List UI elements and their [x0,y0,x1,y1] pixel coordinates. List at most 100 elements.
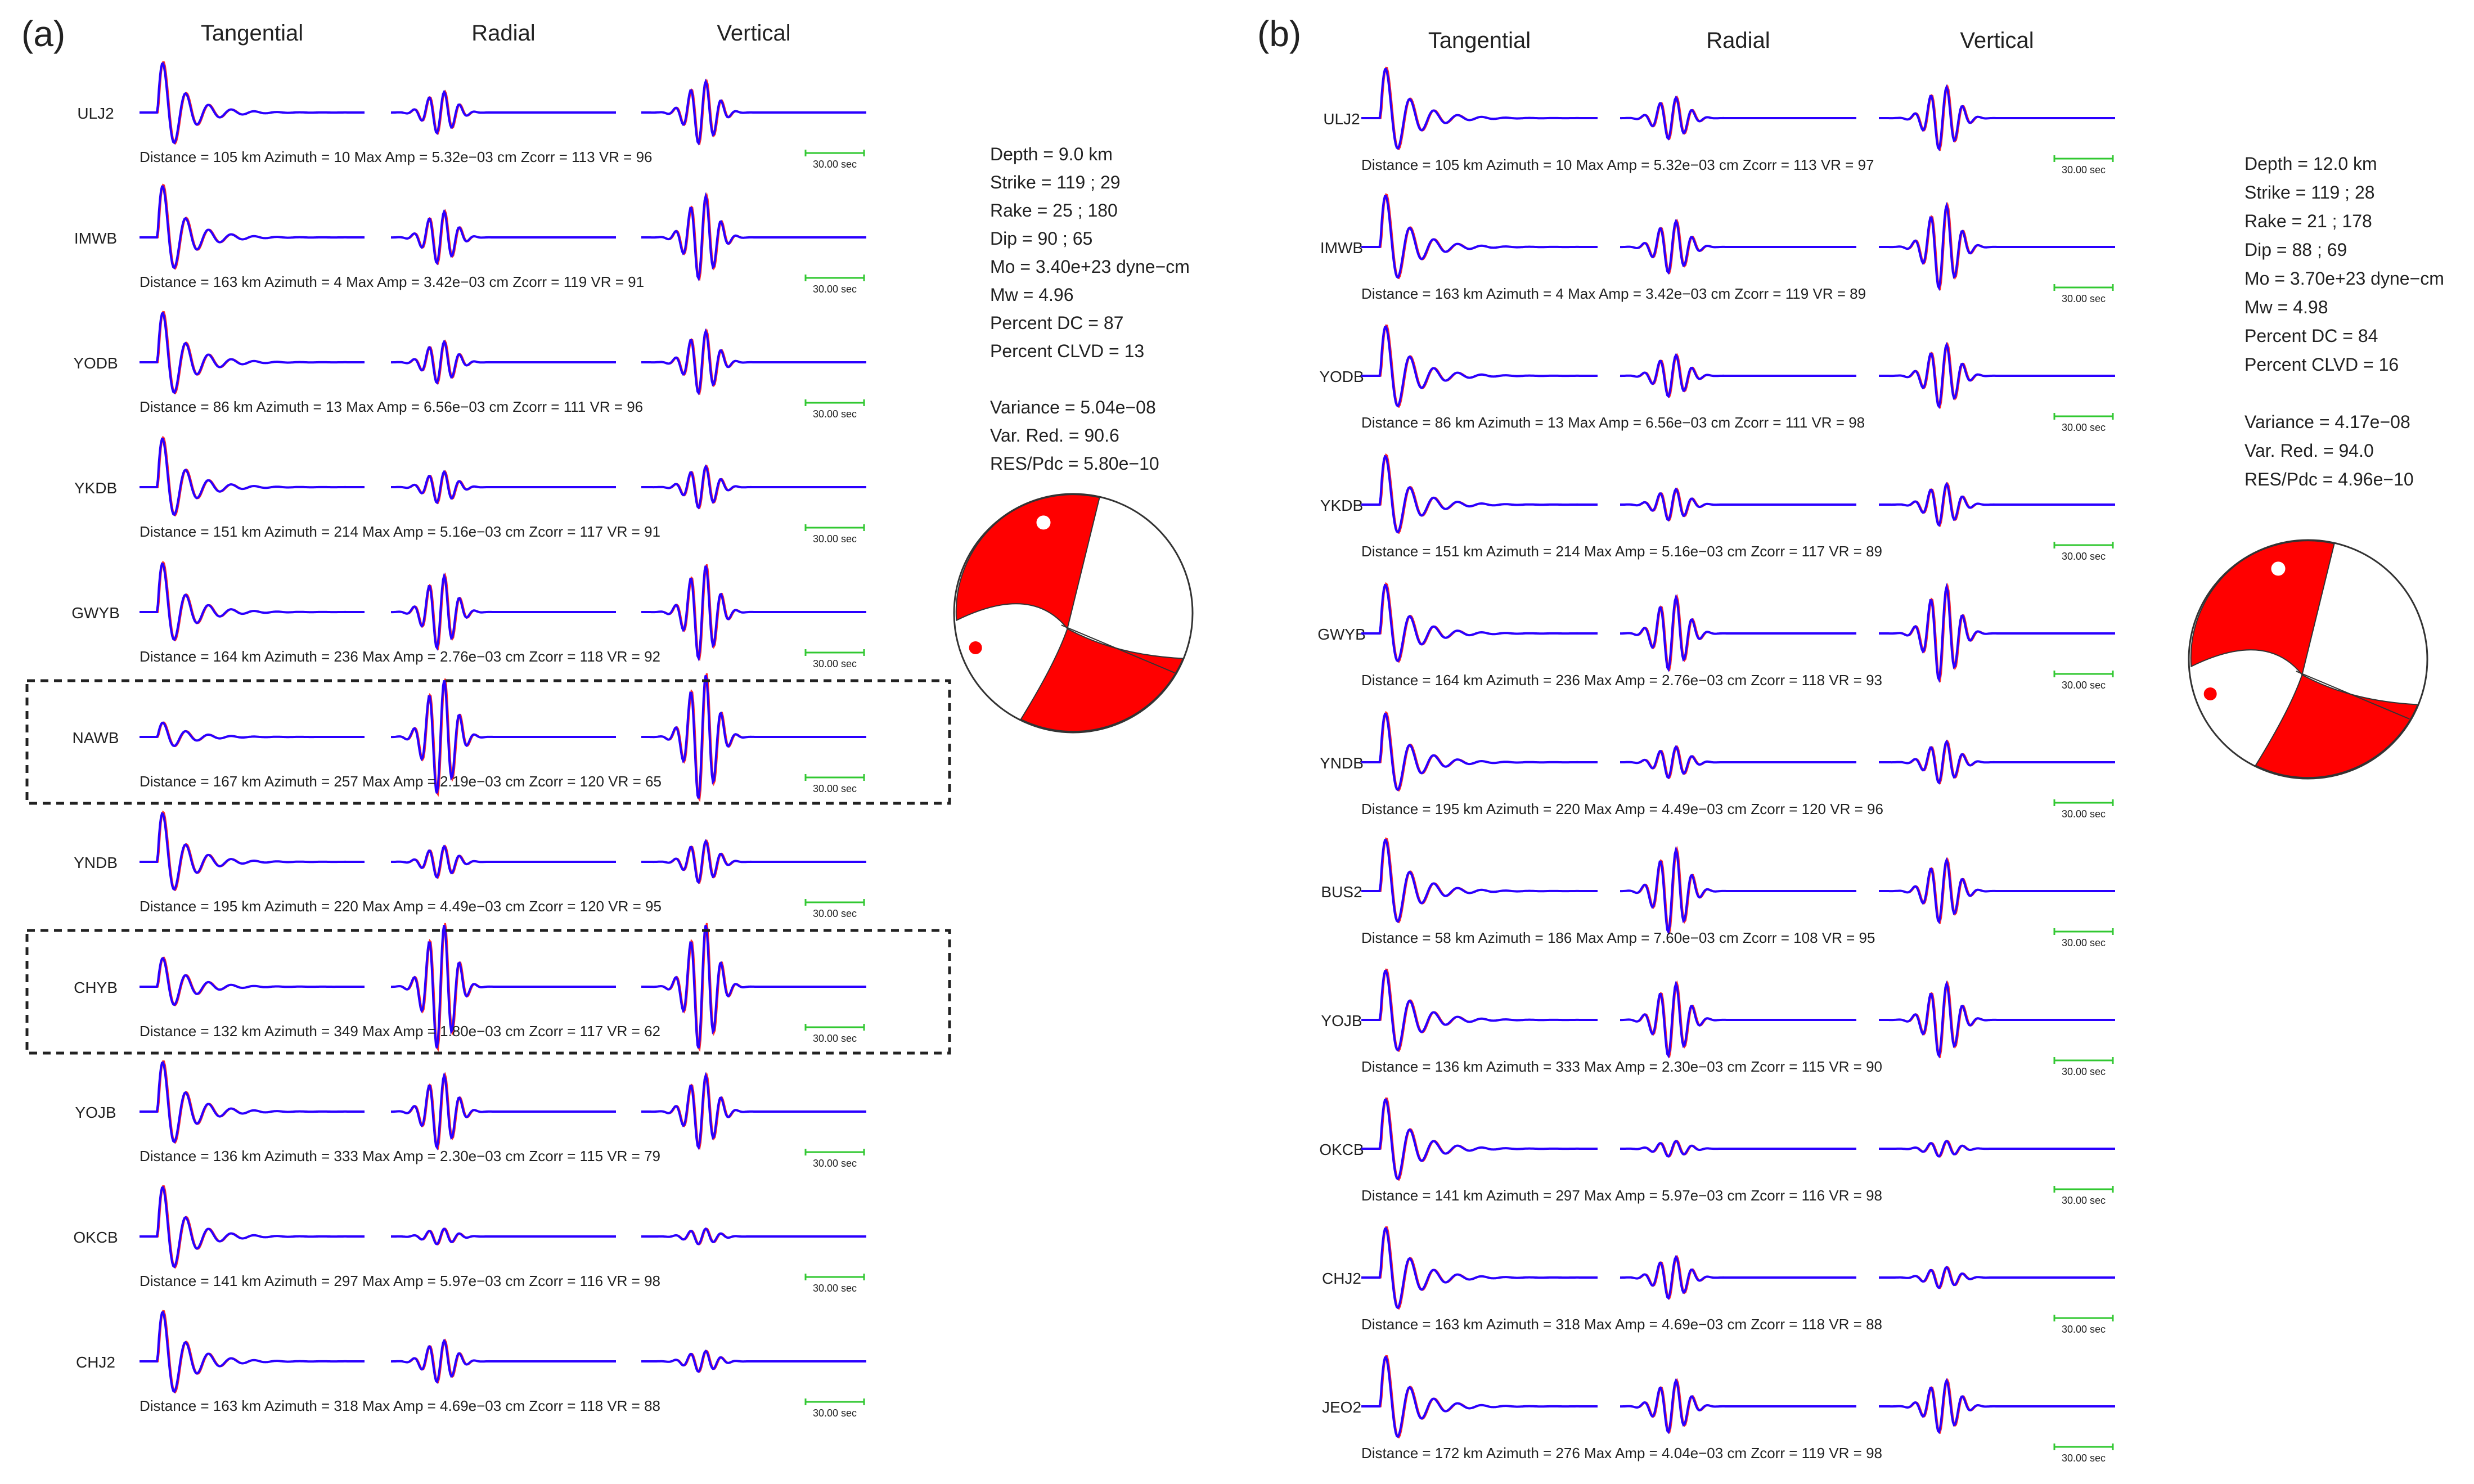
max-amp-value: 4.04e−03 cm [1662,1445,1747,1461]
highlight-box [25,679,951,805]
observed-waveform-tangential [140,956,365,1006]
station-info: Distance = 163 km Azimuth = 4 Max Amp = … [1361,285,1866,302]
observed-waveform-tangential [140,435,365,517]
observed-waveform-tangential [140,1310,365,1394]
azimuth-value: 214 [1555,543,1580,560]
distance-value: 86 [213,398,230,415]
zcorr-value: 117 [580,1023,603,1040]
synthetic-waveform-radial [391,572,616,651]
p-axis-marker [2271,561,2286,576]
station-row: IMWB 30.00 sec Distance = 163 km Azimuth =… [1320,193,2115,304]
vr-value: 62 [644,1023,660,1040]
synthetic-waveform-vertical [641,464,866,510]
synthetic-waveform-radial [390,89,616,135]
observed-waveform-tangential [1361,968,1598,1053]
zcorr-value: 117 [580,523,603,540]
time-scale-label: 30.00 sec [2062,1324,2106,1335]
observed-waveform-tangential [140,183,365,270]
station-info: Distance = 86 km Azimuth = 13 Max Amp = … [140,398,643,415]
station-row: ULJ2 30.00 sec Distance = 105 km Azimuth =… [77,61,866,170]
synthetic-waveform-vertical [1879,739,2115,785]
t-axis-marker [969,641,982,654]
synthetic-waveform-tangential [140,1311,365,1393]
station-name: YNDB [1320,754,1364,772]
synthetic-waveform-tangential [1361,195,1598,279]
solution-variance: Variance = 5.04e−08 [990,397,1156,417]
synthetic-waveform-radial [1620,95,1856,141]
station-info: Distance = 167 km Azimuth = 257 Max Amp … [140,773,662,790]
synthetic-waveform-radial [1620,745,1856,780]
station-name: NAWB [73,729,119,747]
synthetic-waveform-vertical [1879,482,2115,527]
time-scale-label: 30.00 sec [813,658,857,669]
vr-value: 98 [1866,1445,1882,1461]
station-name: YOJB [1321,1012,1362,1029]
time-scale-label: 30.00 sec [2062,1452,2106,1464]
observed-waveform-tangential [140,721,365,748]
station-info: Distance = 163 km Azimuth = 318 Max Amp … [140,1397,660,1414]
distance-value: 164 [1435,672,1459,689]
distance-value: 132 [213,1023,237,1040]
solution-var-red: Var. Red. = 90.6 [990,425,1119,446]
max-amp-value: 4.69e−03 cm [1662,1316,1747,1333]
station-row: OKCB 30.00 sec Distance = 141 km Azimuth =… [73,1185,866,1294]
azimuth-value: 214 [334,523,358,540]
station-name: YKDB [74,479,117,497]
time-scale-label: 30.00 sec [2062,1195,2106,1206]
synthetic-waveform-tangential [140,812,365,891]
station-row: ULJ2 30.00 sec Distance = 105 km Azimuth =… [1323,66,2115,176]
station-info: Distance = 195 km Azimuth = 220 Max Amp … [1361,801,1883,817]
time-scale-label: 30.00 sec [813,908,857,919]
synthetic-waveform-tangential [140,312,365,394]
zcorr-value: 119 [1785,285,1809,302]
azimuth-value: 220 [334,898,358,915]
solution-mw: Mw = 4.96 [990,285,1074,305]
synthetic-waveform-radial [391,470,616,505]
observed-waveform-tangential [1361,324,1598,408]
vr-value: 98 [1866,1187,1882,1204]
distance-value: 167 [213,773,237,790]
solution-depth: Depth = 12.0 km [2244,154,2377,174]
time-scale-label: 30.00 sec [813,159,857,170]
synthetic-waveform-vertical [1879,341,2115,409]
synthetic-waveform-radial [390,339,616,385]
time-scale-bar [804,1398,865,1405]
solution-strike: Strike = 119 ; 28 [2244,182,2375,203]
max-amp-value: 4.69e−03 cm [440,1397,525,1414]
column-header-tangential: Tangential [1428,28,1531,53]
station-name: JEO2 [1322,1398,1361,1416]
p-axis-marker [1036,515,1051,530]
azimuth-value: 4 [1555,285,1563,302]
distance-value: 151 [1435,543,1459,560]
zcorr-value: 120 [580,773,604,790]
station-row: YKDB 30.00 sec Distance = 151 km Azimuth =… [1320,453,2115,562]
distance-value: 86 [1435,414,1451,431]
vr-value: 93 [1866,672,1882,689]
max-amp-value: 3.42e−03 cm [1645,285,1730,302]
synthetic-waveform-tangential [1361,68,1598,150]
distance-value: 163 [213,273,237,290]
vr-value: 97 [1858,156,1874,173]
time-scale-label: 30.00 sec [813,1407,857,1419]
synthetic-waveform-vertical [1879,582,2115,683]
solution-var-red: Var. Red. = 94.0 [2244,440,2374,461]
zcorr-value: 116 [580,1272,603,1289]
distance-value: 105 [213,149,237,165]
synthetic-waveform-tangential [140,721,365,748]
t-axis-marker [2203,687,2217,700]
solution-depth: Depth = 9.0 km [990,144,1113,164]
vr-value: 96 [1867,801,1883,817]
solution-res-pdc: RES/Pdc = 5.80e−10 [990,453,1159,474]
highlight-box [25,929,951,1055]
time-scale-bar [2053,671,2114,677]
synthetic-waveform-tangential [1361,1227,1598,1310]
zcorr-value: 108 [1793,929,1818,946]
azimuth-value: 276 [1555,1445,1580,1461]
distance-value: 58 [1435,929,1451,946]
azimuth-value: 236 [1555,672,1580,689]
vr-value: 90 [1866,1058,1882,1075]
station-info: Distance = 172 km Azimuth = 276 Max Amp … [1361,1445,1882,1461]
station-name: GWYB [71,604,120,622]
station-info: Distance = 58 km Azimuth = 186 Max Amp =… [1361,929,1875,946]
synthetic-waveform-vertical [1879,84,2115,151]
